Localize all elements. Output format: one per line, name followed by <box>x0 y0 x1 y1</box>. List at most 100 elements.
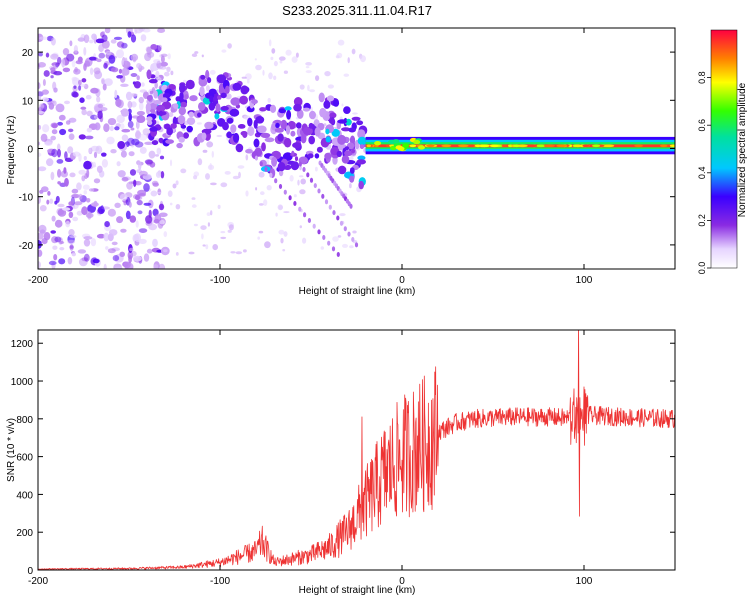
spectrogram-blob <box>221 49 227 53</box>
colorbar-tick-label: 0.2 <box>697 214 707 227</box>
spectrogram-blob <box>91 33 97 40</box>
spectrogram-blob <box>76 182 82 191</box>
spectrogram-blob <box>293 103 302 112</box>
spectrogram-blob <box>68 128 74 133</box>
spectrogram-blob <box>278 108 287 114</box>
y-tick-label: 0 <box>27 566 33 577</box>
spectrogram-blob <box>58 114 66 121</box>
spectrogram-blob <box>42 97 49 102</box>
spectrogram-blob <box>188 251 195 255</box>
spectrogram-blob <box>72 151 81 157</box>
spectrogram-blob <box>71 188 79 194</box>
spectrogram-blob <box>264 167 268 172</box>
spectrogram-blob <box>339 220 344 226</box>
spectrogram-blob <box>83 236 93 240</box>
spectrogram-blob <box>46 199 50 205</box>
spectrogram-blob <box>255 64 262 71</box>
spectrogram-blob <box>86 127 93 133</box>
spectrogram-blob <box>77 37 85 42</box>
spectrogram-blob <box>66 53 75 62</box>
spectrogram-blob <box>305 66 310 69</box>
spectrogram-blob <box>269 172 273 178</box>
spectrogram-blob <box>308 122 314 129</box>
spectrogram-blob <box>101 31 106 36</box>
spectrogram-blob <box>277 133 284 142</box>
spectrogram-blob <box>52 81 57 91</box>
spectrogram-blob <box>38 52 43 57</box>
spectrogram-blob <box>211 150 214 158</box>
spectrogram-blob <box>235 251 242 255</box>
spectrogram-blob <box>57 168 62 178</box>
spectrogram-blob <box>268 39 272 47</box>
spectrogram-blob <box>146 120 153 126</box>
spectrogram-blob <box>128 113 132 122</box>
spectrogram-blob <box>185 79 195 90</box>
spectrogram-blob <box>209 95 214 103</box>
spectrogram-blob <box>285 49 292 56</box>
spectrogram-blob <box>332 210 336 216</box>
spectrogram-blob <box>68 201 74 206</box>
spectrogram-blob <box>237 165 245 169</box>
spectrogram-blob <box>308 135 316 145</box>
spectrogram-blob <box>89 39 94 44</box>
spectrogram-blob <box>337 235 342 238</box>
spectrogram-blob <box>283 137 292 148</box>
spectrogram-blob <box>279 60 283 64</box>
spectrogram-blob <box>151 140 159 146</box>
spectrogram-blob <box>197 158 203 166</box>
spectrogram-blob <box>116 114 125 124</box>
spectrogram-blob <box>149 102 158 111</box>
spectrogram-blob <box>85 94 92 100</box>
spectrogram-blob <box>139 89 147 93</box>
spectrogram-blob <box>167 53 171 60</box>
spectrogram-blob <box>79 97 85 103</box>
spectrogram-blob <box>78 169 86 175</box>
spectrogram-blob <box>296 109 304 119</box>
spectrogram-blob <box>104 221 110 228</box>
spectrogram-blob <box>134 181 142 186</box>
spectrogram-blob <box>315 75 320 81</box>
spectrogram-blob <box>233 132 240 143</box>
spectrogram-blob <box>323 123 327 126</box>
spectrogram-blob <box>38 249 43 257</box>
spectrogram-blob <box>245 190 249 197</box>
spectrogram-blob <box>50 67 56 72</box>
spectrogram-blob <box>343 73 350 77</box>
spectrogram-blob <box>81 78 87 83</box>
spectrogram-blob <box>87 211 92 220</box>
spectrogram-blob <box>283 231 288 237</box>
spectrogram-blob <box>116 49 124 59</box>
spectrogram-blob <box>341 103 344 107</box>
spectrogram-blob <box>325 136 331 143</box>
spectrogram-blob <box>64 100 70 105</box>
spectrogram-blob <box>322 235 326 240</box>
spectrogram-blob <box>136 75 140 81</box>
spectrogram-blob <box>53 254 58 261</box>
spectrogram-blob <box>337 134 347 145</box>
spectrogram-blob <box>81 109 87 116</box>
spectrogram-blob <box>74 201 83 206</box>
spectrogram-blob <box>144 141 154 145</box>
spectrogram-blob <box>83 238 91 247</box>
spectrogram-blob <box>277 162 286 172</box>
spectrogram-blob <box>65 120 71 125</box>
spectrogram-blob <box>335 55 340 59</box>
y-tick-label: 20 <box>22 48 34 59</box>
spectrogram-blob <box>83 190 88 195</box>
spectrogram-blob <box>319 107 327 118</box>
spectrogram-blob <box>240 85 249 95</box>
spectrogram-blob <box>38 96 42 101</box>
spectrogram-blob <box>347 57 350 64</box>
spectrogram-blob <box>169 159 173 167</box>
spectrogram-blob <box>43 70 50 77</box>
spectrogram-blob <box>260 132 271 138</box>
spectrogram-blob <box>103 123 110 133</box>
spectrogram-blob <box>78 79 82 86</box>
carrier-blob <box>409 144 417 148</box>
spectrogram-blob <box>293 194 297 198</box>
spectrogram-blob <box>280 237 284 244</box>
spectrogram-blob <box>148 79 158 84</box>
spectrogram-blob <box>351 116 361 121</box>
spectrogram-blob <box>77 56 83 63</box>
